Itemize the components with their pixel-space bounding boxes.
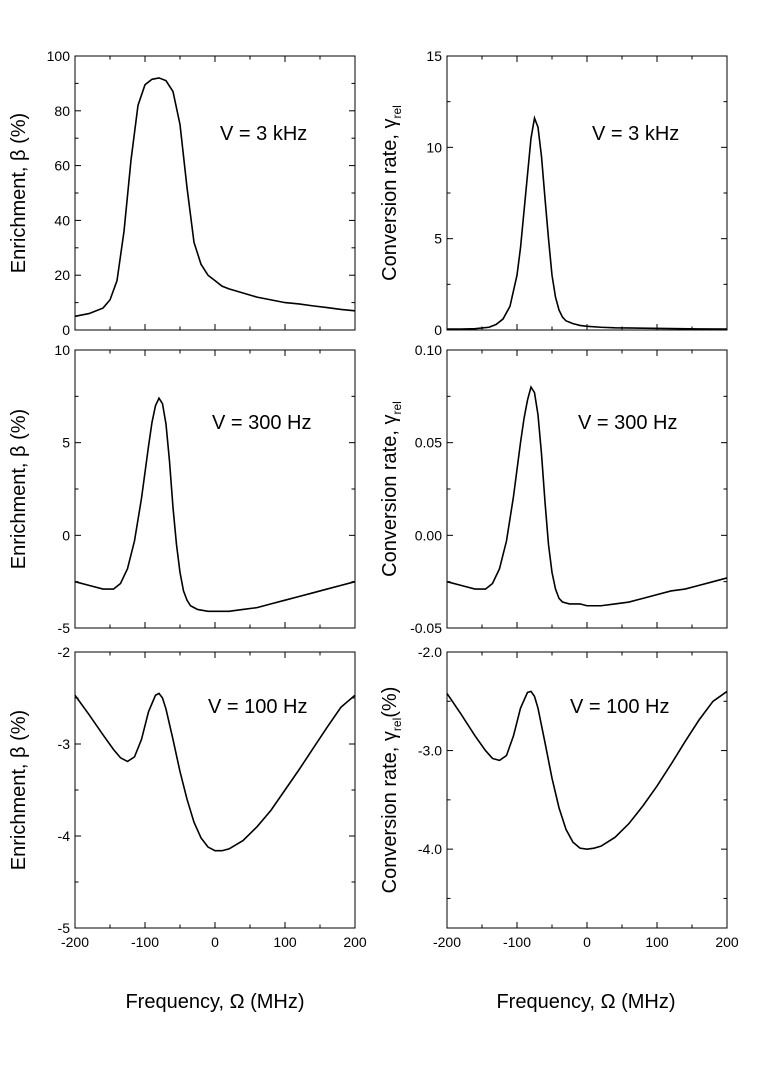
y-tick-label: 10	[426, 139, 442, 155]
y-tick-label: -3	[58, 736, 71, 752]
series-line	[446, 690, 728, 850]
y-axis-label: Conversion rate, γrel	[379, 105, 404, 281]
x-axis-label-left: Frequency, Ω (MHz)	[125, 991, 304, 1013]
y-tick-label: -5	[58, 620, 71, 636]
panel-conv-300: -0.05 0.00 0.05 0.10 V = 300 Hz Conversion ra…	[379, 342, 728, 636]
y-tick-label: 60	[54, 158, 70, 174]
y-tick-label: 0	[62, 527, 70, 543]
series-line	[74, 396, 356, 613]
plot-frame	[446, 55, 728, 331]
y-tick-label: 20	[54, 267, 70, 283]
xlabel-left: Frequency, Ω (MHz)	[125, 991, 304, 1013]
y-tick-label: 0	[434, 322, 442, 338]
y-tick-label: -4	[58, 828, 71, 844]
xlabel-right: Frequency, Ω (MHz)	[496, 991, 675, 1013]
y-tick-label: 100	[47, 48, 71, 64]
y-axis-label: Enrichment, β (%)	[8, 710, 30, 870]
y-tick-label: -4.0	[418, 841, 442, 857]
x-axis-label-right: Frequency, Ω (MHz)	[496, 991, 675, 1013]
y-tick-label: 0.05	[415, 435, 442, 451]
x-tick-label: 100	[273, 934, 297, 950]
y-tick-label: 5	[62, 435, 70, 451]
x-tick-label: -200	[61, 934, 89, 950]
plot-frame	[74, 55, 356, 331]
y-tick-label: 0	[62, 322, 70, 338]
y-tick-label: 5	[434, 231, 442, 247]
y-tick-label: 40	[54, 212, 70, 228]
y-tick-label: -3.0	[418, 743, 442, 759]
y-tick-label: -5	[58, 920, 71, 936]
annotation-label: V = 100 Hz	[570, 696, 670, 718]
y-tick-label: 0.10	[415, 342, 442, 358]
y-axis-label: Enrichment, β (%)	[8, 409, 30, 569]
panel-enrich-100: -200 -100 0 100 200 -5 -4 -3 -2 V = 100 Hz Enrichm…	[8, 644, 367, 950]
annotation-label: V = 100 Hz	[208, 696, 308, 718]
y-tick-label: 0.00	[415, 527, 442, 543]
series-line	[447, 115, 728, 330]
plot-frame	[446, 651, 728, 929]
x-tick-label: 100	[645, 934, 669, 950]
x-tick-label: 0	[583, 934, 591, 950]
y-tick-label: -2	[58, 644, 71, 660]
annotation-label: V = 300 Hz	[212, 412, 312, 434]
annotation-label: V = 3 kHz	[220, 123, 307, 145]
x-tick-label: -100	[131, 934, 159, 950]
panel-conv-100: -200 -100 0 100 200 -4.0 -3.0 -2.0 V = 100 Hz Con…	[379, 644, 739, 950]
y-tick-label: 15	[426, 48, 442, 64]
panel-enrich-3k: 0 20 40 60 80 100 V = 3 kHz Enrichment, β (%)	[8, 48, 356, 338]
panel-enrich-300: -5 0 5 10 V = 300 Hz Enrichment, β (%)	[8, 342, 356, 636]
y-tick-label: 80	[54, 103, 70, 119]
x-tick-label: 200	[343, 934, 367, 950]
x-tick-label: -100	[503, 934, 531, 950]
y-tick-label: 10	[54, 342, 70, 358]
plot-frame	[74, 651, 356, 929]
y-tick-label: -2.0	[418, 644, 442, 660]
x-tick-label: -200	[433, 934, 461, 950]
series-line	[446, 385, 728, 607]
y-axis-label: Conversion rate, γrel(%)	[379, 687, 404, 894]
annotation-label: V = 300 Hz	[578, 412, 678, 434]
panel-conv-3k: 0 5 10 15 V = 3 kHz Conversion rate, γrel	[379, 48, 728, 338]
y-axis-label: Enrichment, β (%)	[8, 113, 30, 273]
y-axis-label: Conversion rate, γrel	[379, 401, 404, 577]
series-line	[74, 77, 356, 318]
annotation-label: V = 3 kHz	[592, 123, 679, 145]
series-line	[74, 692, 356, 852]
x-tick-label: 0	[211, 934, 219, 950]
x-tick-label: 200	[715, 934, 739, 950]
y-tick-label: -0.05	[410, 620, 442, 636]
